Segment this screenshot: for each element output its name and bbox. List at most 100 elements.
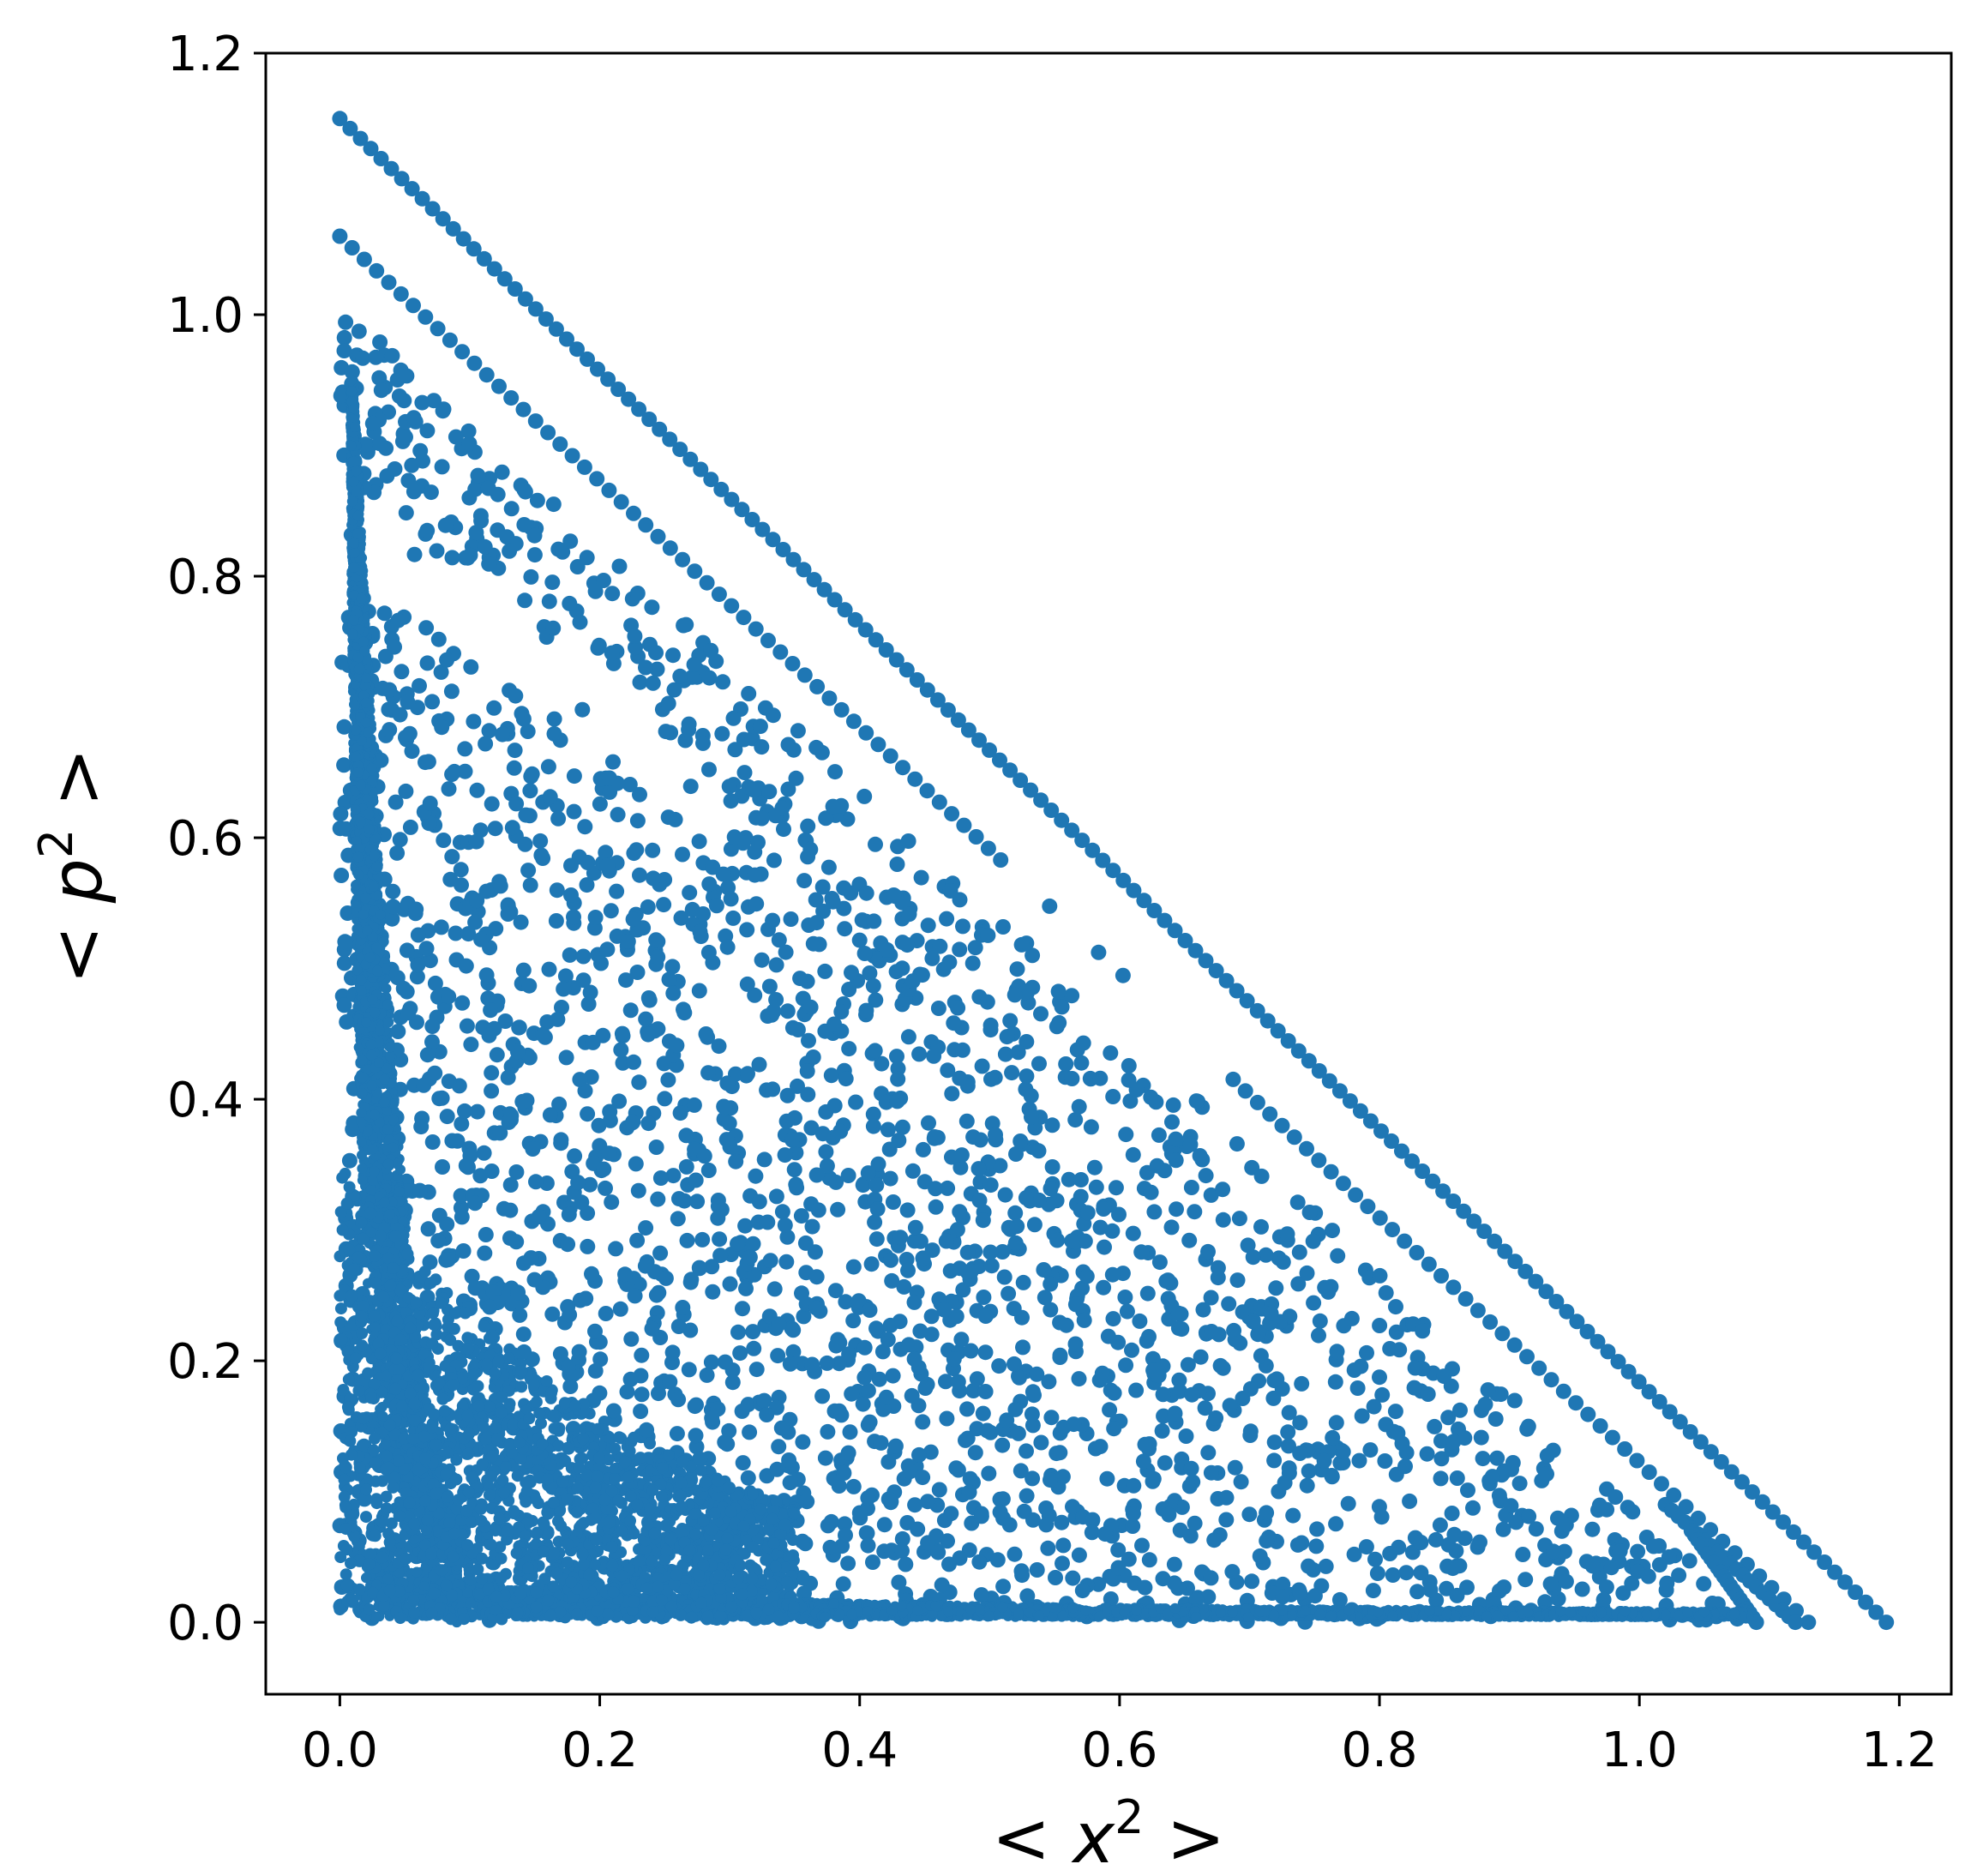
scatter-point xyxy=(1584,1558,1601,1574)
scatter-point xyxy=(977,1308,994,1324)
scatter-point xyxy=(785,1322,802,1338)
scatter-point xyxy=(433,919,449,935)
scatter-point xyxy=(540,424,556,441)
scatter-point xyxy=(1079,1268,1095,1284)
scatter-point xyxy=(1145,1470,1162,1487)
scatter-point xyxy=(797,1235,814,1251)
scatter-point xyxy=(866,913,882,929)
scatter-point xyxy=(724,491,740,508)
scatter-point xyxy=(1139,1285,1156,1302)
scatter-point xyxy=(1325,1223,1340,1239)
scatter-point xyxy=(788,1176,804,1193)
scatter-point xyxy=(1659,1575,1675,1591)
scatter-point xyxy=(1409,1584,1426,1600)
scatter-point xyxy=(817,963,833,979)
scatter-point xyxy=(552,732,568,749)
scatter-point xyxy=(525,1141,541,1157)
scatter-point xyxy=(1477,1396,1493,1412)
scatter-point xyxy=(1299,1140,1314,1157)
scatter-point xyxy=(344,364,360,380)
scatter-point xyxy=(1517,1572,1534,1588)
scatter-point xyxy=(406,546,423,562)
scatter-point xyxy=(542,789,558,805)
scatter-point xyxy=(691,983,707,999)
scatter-point xyxy=(1103,1591,1119,1607)
scatter-point xyxy=(1019,1068,1035,1085)
scatter-point xyxy=(1476,1224,1493,1240)
scatter-point xyxy=(904,973,921,989)
scatter-point xyxy=(778,1254,795,1270)
scatter-point xyxy=(979,1422,995,1439)
scatter-point xyxy=(880,1454,897,1470)
scatter-point xyxy=(518,807,534,823)
scatter-point xyxy=(574,701,591,718)
scatter-point xyxy=(1369,1566,1385,1581)
scatter-point xyxy=(608,1241,624,1257)
scatter-point xyxy=(517,836,533,852)
scatter-point xyxy=(774,1204,790,1220)
scatter-point xyxy=(1124,1342,1139,1358)
scatter-point xyxy=(1067,1112,1084,1128)
scatter-point xyxy=(982,1244,999,1260)
scatter-point xyxy=(1121,1058,1137,1073)
scatter-point xyxy=(486,261,502,277)
scatter-point xyxy=(392,707,408,723)
scatter-point xyxy=(625,911,641,928)
scatter-point xyxy=(1263,1305,1279,1321)
scatter-point xyxy=(1128,1382,1145,1398)
scatter-point xyxy=(620,934,636,949)
scatter-point xyxy=(1001,1285,1017,1302)
scatter-point xyxy=(799,1063,815,1079)
scatter-point xyxy=(454,1209,470,1225)
scatter-point xyxy=(517,291,533,307)
scatter-point xyxy=(1409,1245,1425,1260)
scatter-point xyxy=(710,1198,726,1214)
scatter-point xyxy=(629,586,646,601)
scatter-point xyxy=(1007,1546,1023,1562)
scatter-point xyxy=(1134,1537,1150,1554)
scatter-point xyxy=(1203,1570,1219,1586)
scatter-point xyxy=(860,1537,876,1554)
scatter-point xyxy=(644,599,660,616)
scatter-point xyxy=(737,1218,754,1234)
scatter-point xyxy=(376,605,393,622)
scatter-point xyxy=(766,852,782,869)
scatter-point xyxy=(404,181,420,197)
scatter-point xyxy=(816,581,832,598)
scatter-point xyxy=(631,401,647,418)
scatter-point xyxy=(1388,1299,1403,1315)
scatter-point xyxy=(585,1034,601,1050)
scatter-point xyxy=(992,1504,1008,1520)
scatter-point xyxy=(422,796,438,811)
scatter-point xyxy=(1591,1497,1607,1513)
scatter-point xyxy=(1161,1506,1177,1523)
scatter-point xyxy=(435,211,451,227)
scatter-point xyxy=(644,1320,660,1337)
scatter-point xyxy=(605,1403,622,1419)
scatter-point xyxy=(1200,1445,1217,1461)
scatter-point xyxy=(1568,1395,1584,1411)
scatter-point xyxy=(508,1234,525,1250)
scatter-point xyxy=(800,849,816,865)
scatter-point xyxy=(1141,1329,1157,1344)
scatter-point xyxy=(1164,1114,1180,1130)
scatter-point xyxy=(715,674,731,690)
scatter-point xyxy=(556,981,572,997)
scatter-point xyxy=(686,1097,702,1113)
scatter-point xyxy=(736,610,752,626)
scatter-point xyxy=(1041,1374,1057,1390)
scatter-point xyxy=(561,1359,576,1375)
scatter-point xyxy=(430,631,447,647)
scatter-point xyxy=(648,645,664,661)
scatter-point xyxy=(1352,1103,1368,1119)
scatter-point xyxy=(943,1506,959,1522)
scatter-point xyxy=(771,1439,787,1455)
scatter-point xyxy=(818,1103,834,1120)
scatter-point xyxy=(1166,1556,1182,1572)
scatter-point xyxy=(1858,1594,1874,1610)
scatter-point xyxy=(458,958,474,974)
scatter-point xyxy=(1170,1305,1187,1321)
scatter-point xyxy=(1187,1515,1203,1531)
scatter-point xyxy=(1397,1233,1413,1249)
scatter-point xyxy=(1342,1093,1358,1109)
